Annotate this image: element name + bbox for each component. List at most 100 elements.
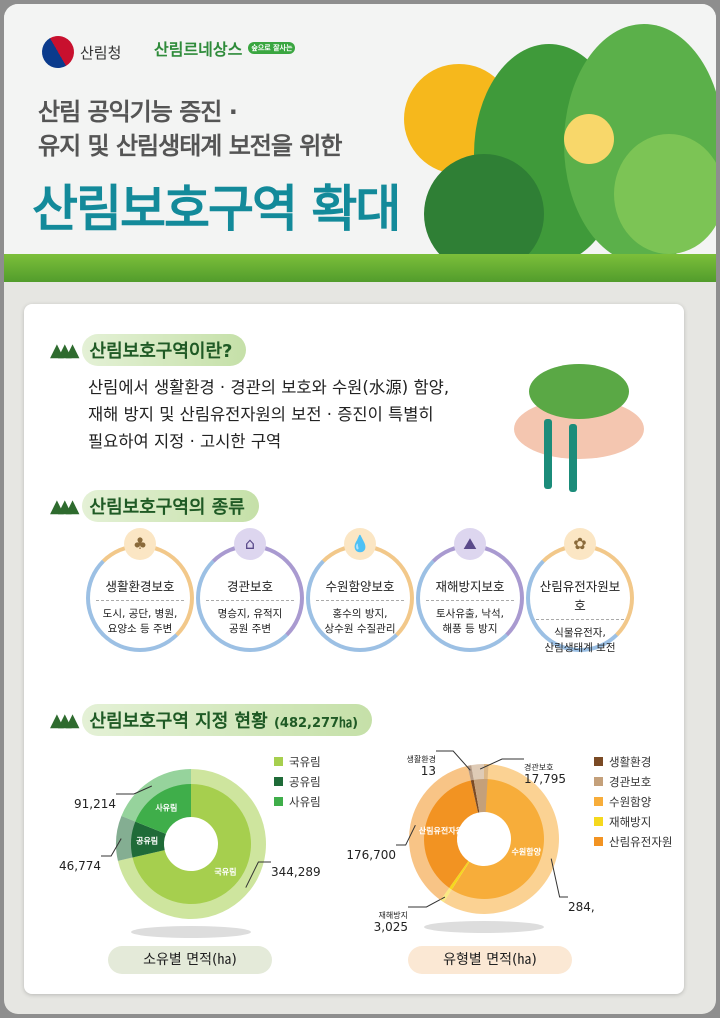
legend-swatch <box>274 777 283 786</box>
leader-line <box>479 758 524 770</box>
slice-국유림 <box>132 784 251 904</box>
outer-ring-slice <box>409 765 472 901</box>
legend-swatch <box>274 757 283 766</box>
desc-line: 요양소 등 주변 <box>107 623 173 635</box>
type-card: 💧 수원함양보호 홍수의 방지, 상수원 수질관리 <box>306 528 414 652</box>
value-label: 284,744 <box>568 900 594 914</box>
content-card: ▲▲▲ 산림보호구역이란? 산림에서 생활환경 · 경관의 보호와 수원(水源) … <box>24 304 684 994</box>
slice-label: 국유림 <box>214 866 236 876</box>
section-heading-status: ▲▲▲ 산림보호구역 지정 현황 (482,277㏊) <box>50 704 373 736</box>
type-description: 식물유전자, 산림생태계 보전 <box>530 626 630 656</box>
category-label: 경관보호 <box>524 762 553 772</box>
legend-label: 생활환경 <box>609 755 652 769</box>
chart-shadow <box>131 926 251 938</box>
type-name: 재해방지보호 <box>426 576 514 601</box>
legend-item: 생활환경 <box>594 752 672 772</box>
slice-재해방지 <box>449 861 470 890</box>
heading-label: 산림보호구역이란? <box>81 334 247 366</box>
type-card: ♣ 생활환경보호 도시, 공단, 병원, 요양소 등 주변 <box>86 528 194 652</box>
org-name: 산림청 <box>80 43 122 62</box>
desc-line: 토사유출, 낙석, <box>436 608 504 620</box>
leader-line <box>396 824 416 846</box>
value-label: 46,774 <box>59 859 101 873</box>
sprout-hand-icon: ✿ <box>564 528 596 560</box>
campaign-name: 산림르네상스 <box>154 40 243 59</box>
pavilion-icon: ⌂ <box>234 528 266 560</box>
forest-icon: ♣ <box>124 528 156 560</box>
value-label: 13 <box>421 764 436 778</box>
type-description: 토사유출, 낙석, 해풍 등 방지 <box>420 607 520 637</box>
legend-label: 사유림 <box>289 795 321 809</box>
slice-공유림 <box>131 821 166 858</box>
legend-label: 경관보호 <box>609 775 652 789</box>
campaign-badge: 숲으로 잘사는 <box>248 42 296 54</box>
desc-line: 해풍 등 방지 <box>442 623 498 635</box>
legend-swatch <box>594 757 603 766</box>
type-card: ⛰ 재해방지보호 토사유출, 낙석, 해풍 등 방지 <box>416 528 524 652</box>
definition-line: 재해 방지 및 산림유전자원의 보전 · 증진이 특별히 <box>88 405 434 424</box>
type-chart-caption: 유형별 면적(㏊) <box>408 946 572 974</box>
legend-item: 재해방지 <box>594 812 672 832</box>
leader-line <box>550 858 568 898</box>
value-label: 344,289 <box>271 865 321 879</box>
category-label: 재해방지 <box>379 910 408 920</box>
legend-swatch <box>594 777 603 786</box>
ownership-chart-caption: 소유별 면적(㏊) <box>108 946 272 974</box>
grass-strip <box>4 254 716 282</box>
legend-label: 수원함양 <box>609 795 652 809</box>
desc-line: 공원 주변 <box>229 623 271 635</box>
value-label: 176,700 <box>346 848 396 862</box>
page-title: 산림보호구역 확대 <box>32 180 401 238</box>
definition-text: 산림에서 생활환경 · 경관의 보호와 수원(水源) 함양, 재해 방지 및 산… <box>88 374 449 455</box>
legend-swatch <box>594 837 603 846</box>
tree-icon: ▲▲▲ <box>50 339 79 361</box>
legend-label: 공유림 <box>289 775 321 789</box>
total-area: (482,277㏊) <box>273 716 359 731</box>
slice-label: 수원함양 <box>512 846 542 856</box>
leader-line <box>436 750 471 771</box>
legend-label: 재해방지 <box>609 815 652 829</box>
desc-line: 식물유전자, <box>554 627 606 639</box>
type-description: 홍수의 방지, 상수원 수질관리 <box>310 607 410 637</box>
legend-swatch <box>594 797 603 806</box>
slice-label: 산림유전자원 <box>419 825 463 835</box>
landslide-icon: ⛰ <box>454 528 486 560</box>
slice-경관보호 <box>473 779 488 813</box>
slice-산림유전자원 <box>424 780 479 888</box>
legend-label: 국유림 <box>289 755 321 769</box>
desc-line: 도시, 공단, 병원, <box>102 608 178 620</box>
definition-line: 산림에서 생활환경 · 경관의 보호와 수원(水源) 함양, <box>88 378 450 397</box>
slice-label: 공유림 <box>136 836 158 846</box>
slice-생활환경 <box>470 779 480 813</box>
slice-사유림 <box>135 784 191 834</box>
type-name: 생활환경보호 <box>96 576 184 601</box>
legend-label: 산림유전자원 <box>609 835 673 849</box>
desc-line: 상수원 수질관리 <box>324 623 396 635</box>
desc-line: 산림생태계 보전 <box>544 642 616 654</box>
legend-item: 국유림 <box>274 752 321 772</box>
header-banner: 산림청 산림르네상스 숲으로 잘사는 산림 공익기능 증진 · 유지 및 산림생태… <box>4 4 716 282</box>
slice-수원함양 <box>451 779 544 899</box>
type-card: ✿ 산림유전자원보호 식물유전자, 산림생태계 보전 <box>526 528 634 654</box>
definition-line: 필요하여 지정 · 고시한 구역 <box>88 432 282 451</box>
desc-line: 명승지, 유적지 <box>217 608 283 620</box>
type-name: 경관보호 <box>206 576 294 601</box>
subtitle-line1: 산림 공익기능 증진 · <box>38 98 238 126</box>
taegeuk-icon <box>36 30 80 74</box>
value-label: 91,214 <box>74 797 116 811</box>
legend-item: 수원함양 <box>594 792 672 812</box>
leader-line <box>408 896 446 908</box>
legend-item: 경관보호 <box>594 772 672 792</box>
legend-item: 공유림 <box>274 772 321 792</box>
tree-icon: ▲▲▲ <box>50 709 79 731</box>
legend-swatch <box>274 797 283 806</box>
water-drop-icon: 💧 <box>344 528 376 560</box>
heading-label: 산림보호구역의 종류 <box>81 490 259 522</box>
section-heading-definition: ▲▲▲ 산림보호구역이란? <box>50 334 247 366</box>
type-name: 수원함양보호 <box>316 576 404 601</box>
